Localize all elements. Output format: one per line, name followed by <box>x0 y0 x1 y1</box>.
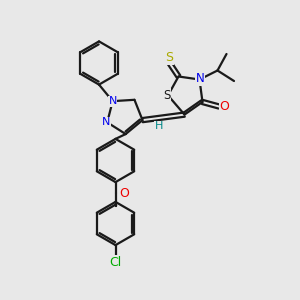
Text: O: O <box>220 100 229 113</box>
Text: O: O <box>119 187 129 200</box>
Text: N: N <box>196 72 205 85</box>
Text: Cl: Cl <box>110 256 122 269</box>
Text: N: N <box>109 96 117 106</box>
Text: H: H <box>155 121 164 131</box>
Text: S: S <box>164 89 171 102</box>
Text: N: N <box>101 117 110 127</box>
Text: S: S <box>166 51 173 64</box>
